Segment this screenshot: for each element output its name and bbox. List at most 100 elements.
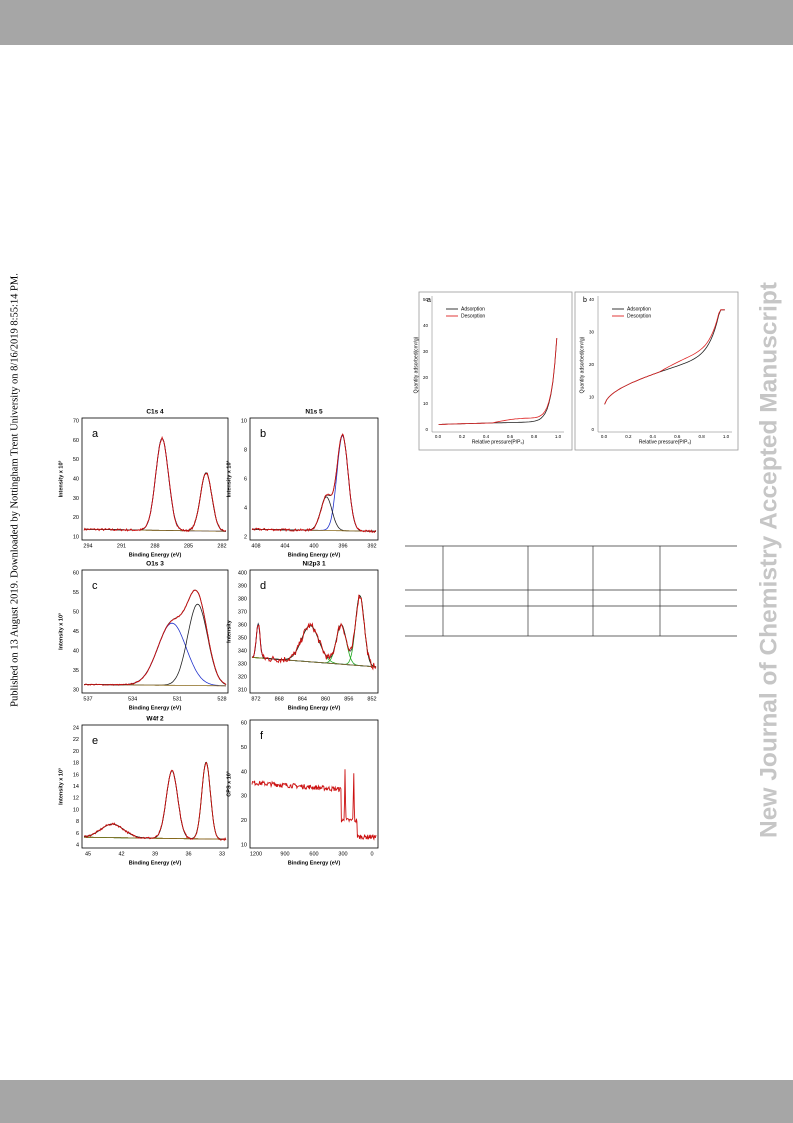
panel-title: W4f 2 [146,716,164,723]
y-tick-label: 360 [238,622,247,628]
background [84,836,227,840]
axis-label: Relative pressure(P/P₀) [472,439,525,445]
x-tick-label: 294 [83,543,92,549]
x-tick-label: 0.8 [531,434,538,439]
y-tick-label: 16 [73,772,79,778]
panel-label: a [427,297,431,304]
figure-frame [81,724,229,849]
legend-label: Desorption [627,313,651,319]
x-tick-label: 45 [85,851,91,857]
y-tick-label: 40 [589,297,595,302]
y-tick-label: 50 [73,457,79,463]
x-tick-label: 0 [370,851,373,857]
y-tick-label: 60 [241,720,247,726]
panel-label: d [260,580,266,592]
x-tick-label: 0.8 [698,434,705,439]
panel-title: C1s 4 [146,409,164,416]
watermark: New Journal of Chemistry Accepted Manusc… [755,282,782,838]
x-tick-label: 864 [298,696,307,702]
figure-frame [418,291,573,451]
y-tick-label: 70 [73,418,79,424]
axis-label: Intensity x 10³ [57,613,64,650]
spectrum [84,589,227,686]
x-tick-label: 291 [117,543,126,549]
x-tick-label: 872 [251,696,260,702]
x-tick-label: 404 [280,543,289,549]
y-tick-label: 18 [73,761,79,767]
axis-label: Intensity x 10³ [57,768,64,805]
axis-label: Binding Energy (eV) [129,860,182,866]
x-tick-label: 0.6 [507,434,514,439]
y-tick-label: 10 [241,842,247,848]
y-tick-label: 60 [73,438,79,444]
axis-label: Quantity adsorbed(cm³/g) [579,336,585,393]
y-tick-label: 40 [73,648,79,654]
x-tick-label: 0.2 [459,434,466,439]
x-tick-label: 534 [128,696,137,702]
isotherm [438,337,558,425]
y-tick-label: 330 [238,661,247,667]
axis-label: Relative pressure(P/P₀) [639,439,692,445]
x-tick-label: 860 [321,696,330,702]
x-tick-label: 36 [185,851,191,857]
spectrum [251,594,377,671]
x-tick-label: 537 [83,696,92,702]
y-tick-label: 22 [73,737,79,743]
x-tick-label: 285 [184,543,193,549]
x-tick-label: 0.6 [674,434,681,439]
x-tick-label: 868 [275,696,284,702]
x-tick-label: 856 [344,696,353,702]
x-tick-label: 1.0 [555,434,562,439]
x-tick-label: 39 [152,851,158,857]
x-tick-label: 300 [338,851,347,857]
x-tick-label: 288 [150,543,159,549]
y-tick-label: 60 [73,570,79,576]
spectrum [83,435,227,533]
y-tick-label: 20 [73,515,79,521]
x-tick-label: 1.0 [723,434,730,439]
y-tick-label: 40 [423,323,429,328]
axis-label: Binding Energy (eV) [129,705,182,711]
panel-label: e [92,735,98,747]
y-tick-label: 20 [589,362,595,367]
y-tick-label: 24 [73,725,79,731]
x-tick-label: 0.4 [650,434,657,439]
y-tick-label: 20 [241,818,247,824]
y-tick-label: 30 [73,687,79,693]
panel-label: c [92,580,98,592]
x-tick-label: 42 [118,851,124,857]
legend-label: Adsorption [627,306,651,312]
isotherm [604,309,725,405]
spectrum [83,761,227,842]
x-tick-label: 852 [367,696,376,702]
y-tick-label: 50 [423,297,429,302]
y-tick-label: 40 [73,476,79,482]
axis-label: Intensity [226,619,232,643]
y-tick-label: 400 [238,570,247,576]
x-tick-label: 392 [367,543,376,549]
y-tick-label: 350 [238,635,247,641]
y-tick-label: 50 [73,609,79,615]
x-tick-label: 0.2 [625,434,632,439]
panel-label: a [92,428,99,440]
panel-title: N1s 5 [305,409,323,416]
header-bar [0,0,793,45]
y-tick-label: 320 [238,674,247,680]
y-tick-label: 8 [76,819,79,825]
y-tick-label: 340 [238,648,247,654]
y-tick-label: 12 [73,796,79,802]
panel-title: O1s 3 [146,561,164,568]
x-tick-label: 1200 [250,851,262,857]
y-tick-label: 45 [73,629,79,635]
y-tick-label: 50 [241,745,247,751]
y-tick-label: 35 [73,668,79,674]
x-tick-label: 900 [280,851,289,857]
x-tick-label: 400 [309,543,318,549]
y-tick-label: 20 [423,375,429,380]
y-tick-label: 4 [76,842,79,848]
figure-frame [249,719,379,849]
y-tick-label: 0 [591,427,594,432]
x-tick-label: 0.0 [435,434,442,439]
spectrum [251,433,377,534]
